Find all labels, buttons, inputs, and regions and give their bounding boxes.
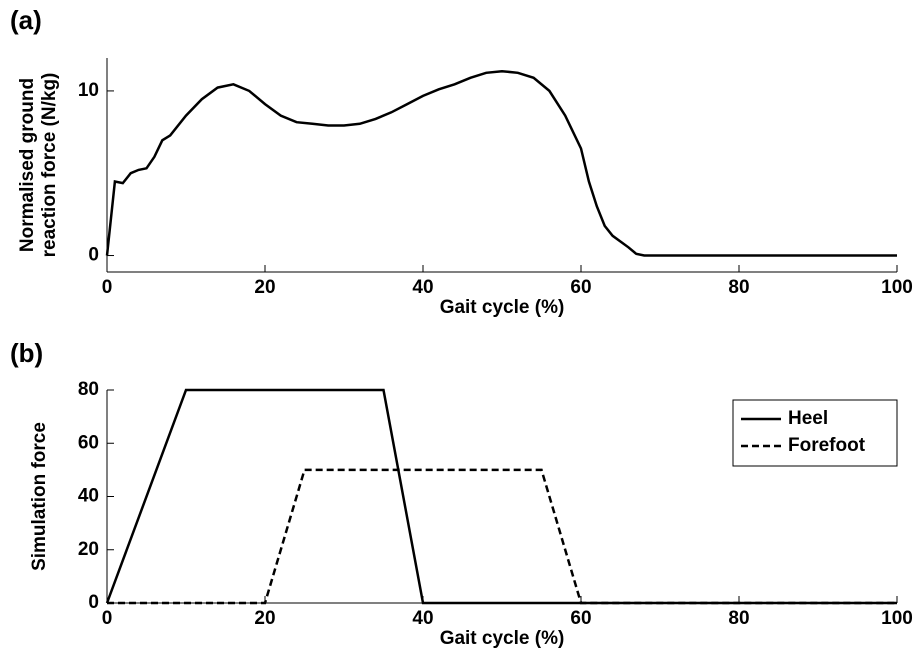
x-tick-label: 20 xyxy=(254,608,275,629)
x-axis-label: Gait cycle (%) xyxy=(440,628,565,649)
legend-label: Forefoot xyxy=(788,435,866,456)
x-tick-label: 60 xyxy=(570,608,591,629)
legend: Heel Forefoot xyxy=(732,399,898,467)
x-tick-label: 0 xyxy=(102,277,113,298)
data-line xyxy=(105,69,897,257)
y-axis-label: Simulation force xyxy=(29,422,50,571)
y-tick-label: 40 xyxy=(78,486,99,507)
y-tick-label: 80 xyxy=(78,379,99,400)
x-tick-label: 40 xyxy=(412,608,433,629)
data-line xyxy=(107,468,897,605)
y-tick-label: 0 xyxy=(88,592,99,613)
x-tick-label: 20 xyxy=(254,277,275,298)
y-tick-label: 60 xyxy=(78,432,99,453)
y-axis-label: reaction force (N/kg) xyxy=(39,73,60,258)
x-tick-label: 100 xyxy=(881,277,913,298)
x-tick-label: 0 xyxy=(102,608,113,629)
panel-label: (b) xyxy=(10,338,43,368)
x-tick-label: 60 xyxy=(570,277,591,298)
x-tick-label: 100 xyxy=(881,608,913,629)
y-tick-label: 10 xyxy=(78,80,99,101)
x-axis-label: Gait cycle (%) xyxy=(440,297,565,318)
x-tick-label: 80 xyxy=(728,277,749,298)
legend-label: Heel xyxy=(788,408,828,429)
x-tick-label: 80 xyxy=(728,608,749,629)
y-axis-label: Normalised ground xyxy=(17,78,38,252)
x-tick-label: 40 xyxy=(412,277,433,298)
y-tick-label: 0 xyxy=(88,245,99,266)
panel-label: (a) xyxy=(10,5,42,35)
y-tick-label: 20 xyxy=(78,539,99,560)
legend-box xyxy=(732,399,898,467)
